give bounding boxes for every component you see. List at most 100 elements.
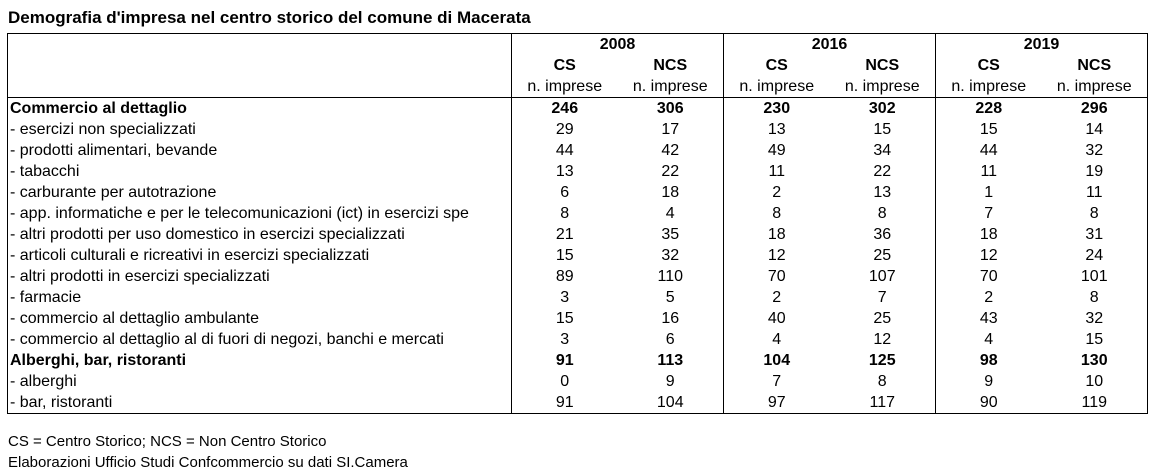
- value-cell: 6: [560, 184, 570, 201]
- value-cell: 29: [555, 121, 574, 138]
- row-label: - articoli culturali e ricreativi in ese…: [7, 245, 512, 266]
- value-cell: 8: [829, 371, 936, 392]
- value-cell: 42: [617, 140, 724, 161]
- value-cell: 296: [1041, 97, 1148, 119]
- value-cell: 8: [1041, 287, 1148, 308]
- table-row: - commercio al dettaglio ambulante 15 16 40…: [7, 308, 1148, 329]
- value-cell: 8: [1041, 203, 1148, 224]
- header-units-row: n. imprese n. imprese n. imprese n. impr…: [7, 76, 1148, 98]
- unit-header: n. imprese: [511, 76, 618, 98]
- value-cell: 12: [979, 247, 998, 264]
- group-header: NCS: [829, 55, 936, 76]
- value-cell: 40: [767, 310, 786, 327]
- value-cell: 32: [1041, 308, 1148, 329]
- row-label: - altri prodotti in esercizi specializza…: [7, 266, 512, 287]
- row-label: - tabacchi: [7, 161, 512, 182]
- value-cell: 12: [767, 247, 786, 264]
- section-row: Commercio al dettaglio 246 306 230 302 228 296: [7, 97, 1148, 119]
- value-cell: 25: [829, 245, 936, 266]
- value-cell: 91: [555, 352, 574, 369]
- row-label: - farmacie: [7, 287, 512, 308]
- row-label: - altri prodotti per uso domestico in es…: [7, 224, 512, 245]
- row-label: Commercio al dettaglio: [7, 97, 512, 119]
- table-row: - articoli culturali e ricreativi in ese…: [7, 245, 1148, 266]
- group-header: CS: [765, 57, 788, 74]
- value-cell: 16: [617, 308, 724, 329]
- value-cell: 230: [763, 100, 791, 117]
- value-cell: 13: [829, 182, 936, 203]
- value-cell: 32: [617, 245, 724, 266]
- row-label: - prodotti alimentari, bevande: [7, 140, 512, 161]
- unit-header: n. imprese: [935, 76, 1042, 98]
- value-cell: 35: [617, 224, 724, 245]
- value-cell: 7: [829, 287, 936, 308]
- group-header: NCS: [617, 55, 724, 76]
- table-row: - alberghi 0 9 7 8 9 10: [7, 371, 1148, 392]
- unit-header: n. imprese: [617, 76, 724, 98]
- year-header: 2016: [723, 33, 936, 55]
- value-cell: 9: [984, 373, 994, 390]
- group-header: CS: [553, 57, 576, 74]
- value-cell: 15: [1041, 329, 1148, 350]
- value-cell: 302: [829, 97, 936, 119]
- value-cell: 306: [617, 97, 724, 119]
- table-row: - carburante per autotrazione 6 18 2 13 1 11: [7, 182, 1148, 203]
- value-cell: 15: [829, 119, 936, 140]
- value-cell: 1: [984, 184, 994, 201]
- row-label: - app. informatiche e per le telecomunic…: [7, 203, 512, 224]
- value-cell: 8: [829, 203, 936, 224]
- data-table: 2008 2016 2019 CS NCS CS NCS CS NCS n. i…: [7, 33, 1148, 414]
- value-cell: 10: [1041, 371, 1148, 392]
- row-label: - carburante per autotrazione: [7, 182, 512, 203]
- value-cell: 25: [829, 308, 936, 329]
- value-cell: 18: [617, 182, 724, 203]
- value-cell: 12: [829, 329, 936, 350]
- value-cell: 246: [551, 100, 579, 117]
- value-cell: 8: [560, 205, 570, 222]
- value-cell: 18: [979, 226, 998, 243]
- row-label: - alberghi: [7, 371, 512, 392]
- value-cell: 31: [1041, 224, 1148, 245]
- value-cell: 49: [767, 142, 786, 159]
- table-row: - app. informatiche e per le telecomunic…: [7, 203, 1148, 224]
- value-cell: 0: [560, 373, 570, 390]
- row-label: - bar, ristoranti: [7, 392, 512, 414]
- value-cell: 91: [511, 392, 618, 414]
- value-cell: 107: [829, 266, 936, 287]
- table-row: - commercio al dettaglio al di fuori di …: [7, 329, 1148, 350]
- value-cell: 18: [767, 226, 786, 243]
- row-label: - commercio al dettaglio al di fuori di …: [7, 329, 512, 350]
- value-cell: 228: [975, 100, 1003, 117]
- value-cell: 34: [829, 140, 936, 161]
- value-cell: 2: [772, 289, 782, 306]
- table-row: - prodotti alimentari, bevande 44 42 49 34 44…: [7, 140, 1148, 161]
- value-cell: 32: [1041, 140, 1148, 161]
- table-row: - farmacie 3 5 2 7 2 8: [7, 287, 1148, 308]
- value-cell: 90: [935, 392, 1042, 414]
- value-cell: 125: [829, 350, 936, 371]
- value-cell: 24: [1041, 245, 1148, 266]
- value-cell: 7: [772, 373, 782, 390]
- value-cell: 36: [829, 224, 936, 245]
- value-cell: 9: [617, 371, 724, 392]
- value-cell: 3: [560, 289, 570, 306]
- value-cell: 11: [768, 163, 786, 180]
- value-cell: 98: [979, 352, 998, 369]
- value-cell: 15: [979, 121, 998, 138]
- value-cell: 110: [617, 266, 724, 287]
- value-cell: 2: [772, 184, 782, 201]
- value-cell: 22: [617, 161, 724, 182]
- value-cell: 13: [767, 121, 786, 138]
- header-years-row: 2008 2016 2019: [7, 33, 1148, 55]
- value-cell: 8: [772, 205, 782, 222]
- section-row: Alberghi, bar, ristoranti 91 113 104 125 98 13…: [7, 350, 1148, 371]
- value-cell: 6: [617, 329, 724, 350]
- value-cell: 19: [1041, 161, 1148, 182]
- value-cell: 2: [984, 289, 994, 306]
- row-label: Alberghi, bar, ristoranti: [7, 350, 512, 371]
- table-row: - bar, ristoranti 91 104 97 117 90 119: [7, 392, 1148, 414]
- header-blank-cell: [7, 76, 512, 98]
- table-row: - esercizi non specializzati 29 17 13 15 15 14: [7, 119, 1148, 140]
- value-cell: 11: [980, 163, 998, 180]
- value-cell: 104: [617, 392, 724, 414]
